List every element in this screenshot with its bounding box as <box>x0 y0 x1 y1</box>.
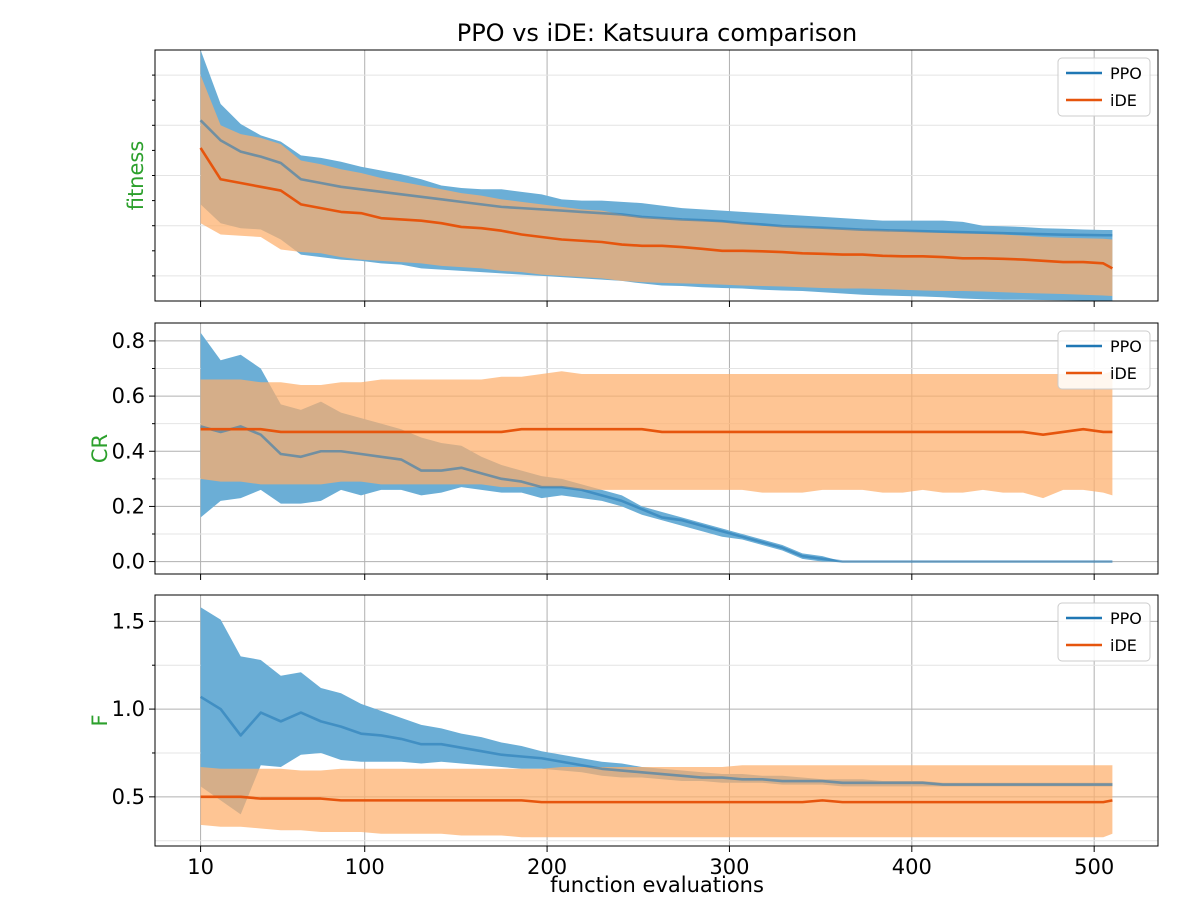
plot-area <box>199 607 1113 838</box>
y-tick-label: 0.0 <box>112 550 145 574</box>
legend-label-ppo: PPO <box>1110 64 1142 83</box>
mean-line-ppo <box>199 119 1113 237</box>
y-tick-label: 1.5 <box>112 609 145 633</box>
legend: PPO iDE <box>1057 57 1151 117</box>
band-ide <box>200 75 1113 296</box>
x-tick-label: 500 <box>1074 855 1114 879</box>
legend: PPO iDE <box>1057 330 1151 390</box>
y-tick-label: 0.5 <box>112 785 145 809</box>
mean-line-ide <box>199 147 1114 270</box>
legend-label-ide: iDE <box>1110 636 1137 655</box>
y-tick-label: 0.8 <box>112 329 145 353</box>
figure-title: PPO vs iDE: Katsuura comparison <box>457 19 858 47</box>
mean-line-ide <box>200 427 1113 437</box>
y-tick-label: 0.6 <box>112 384 145 408</box>
panel-F: 10 100 200 300 400 500 0.5 1.0 1.5 F PPO iDE <box>88 594 1159 879</box>
x-tick-label: 300 <box>709 855 749 879</box>
axes-frame <box>154 594 1159 847</box>
legend-label-ppo: PPO <box>1110 337 1142 356</box>
legend-label-ppo: PPO <box>1110 609 1142 628</box>
band-ide <box>200 371 1113 499</box>
panel-CR: 0.0 0.2 0.4 0.6 0.8 CR PPO iDE <box>88 322 1159 580</box>
axes-frame <box>154 322 1159 575</box>
mean-line-ide <box>200 795 1113 804</box>
plot-area <box>199 50 1114 301</box>
y-axis-label: CR <box>88 434 112 463</box>
band-ppo <box>200 607 1113 815</box>
plot-area <box>200 332 1113 563</box>
y-tick-label: 0.4 <box>112 439 145 463</box>
panel-fitness: fitness PPO iDE <box>124 49 1159 307</box>
x-axis-label: function evaluations <box>550 873 764 897</box>
legend-label-ide: iDE <box>1110 364 1137 383</box>
mean-line-ppo <box>199 695 1113 786</box>
mean-line-ppo <box>200 425 1113 563</box>
x-tick-label: 10 <box>187 855 214 879</box>
legend-label-ide: iDE <box>1110 91 1137 110</box>
y-tick-label: 0.2 <box>112 494 145 518</box>
x-tick-label: 100 <box>345 855 385 879</box>
legend: PPO iDE <box>1057 602 1151 662</box>
y-axis-label: fitness <box>124 141 148 211</box>
x-tick-label: 400 <box>892 855 932 879</box>
y-axis-label: F <box>88 714 112 726</box>
x-tick-label: 200 <box>527 855 567 879</box>
y-tick-label: 1.0 <box>112 697 145 721</box>
